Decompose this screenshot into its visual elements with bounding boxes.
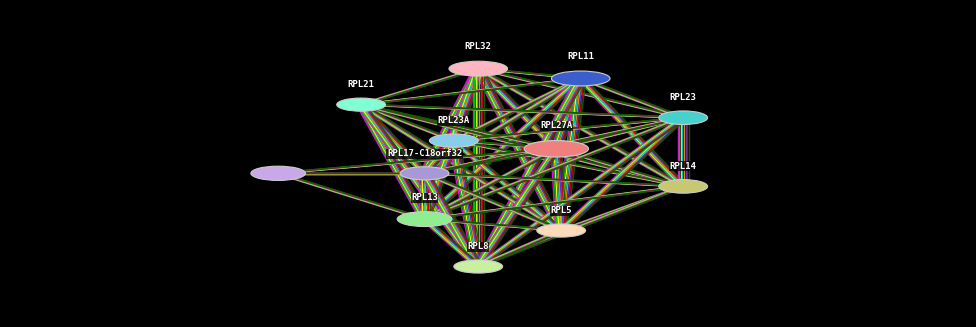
Text: RPL17-C18orf32: RPL17-C18orf32 bbox=[386, 149, 463, 158]
Text: RPL14: RPL14 bbox=[670, 162, 697, 171]
Ellipse shape bbox=[537, 224, 586, 237]
Text: RPL23A: RPL23A bbox=[437, 116, 470, 126]
Text: RPL32: RPL32 bbox=[465, 43, 492, 51]
Ellipse shape bbox=[397, 212, 452, 227]
Ellipse shape bbox=[429, 134, 478, 147]
Ellipse shape bbox=[400, 167, 449, 180]
Text: RPL11: RPL11 bbox=[567, 52, 594, 61]
Text: RPL5: RPL5 bbox=[550, 206, 572, 215]
Ellipse shape bbox=[659, 180, 708, 193]
Ellipse shape bbox=[449, 61, 508, 76]
Ellipse shape bbox=[251, 166, 305, 181]
Ellipse shape bbox=[659, 111, 708, 125]
Ellipse shape bbox=[454, 260, 503, 273]
Ellipse shape bbox=[337, 98, 386, 111]
Text: RPL8: RPL8 bbox=[468, 242, 489, 251]
Text: RPL13: RPL13 bbox=[411, 193, 438, 202]
Ellipse shape bbox=[551, 71, 610, 86]
Ellipse shape bbox=[524, 141, 589, 157]
Text: RPL23: RPL23 bbox=[670, 93, 697, 102]
Text: RPL21: RPL21 bbox=[347, 80, 375, 89]
Text: RPL27A: RPL27A bbox=[540, 121, 573, 130]
